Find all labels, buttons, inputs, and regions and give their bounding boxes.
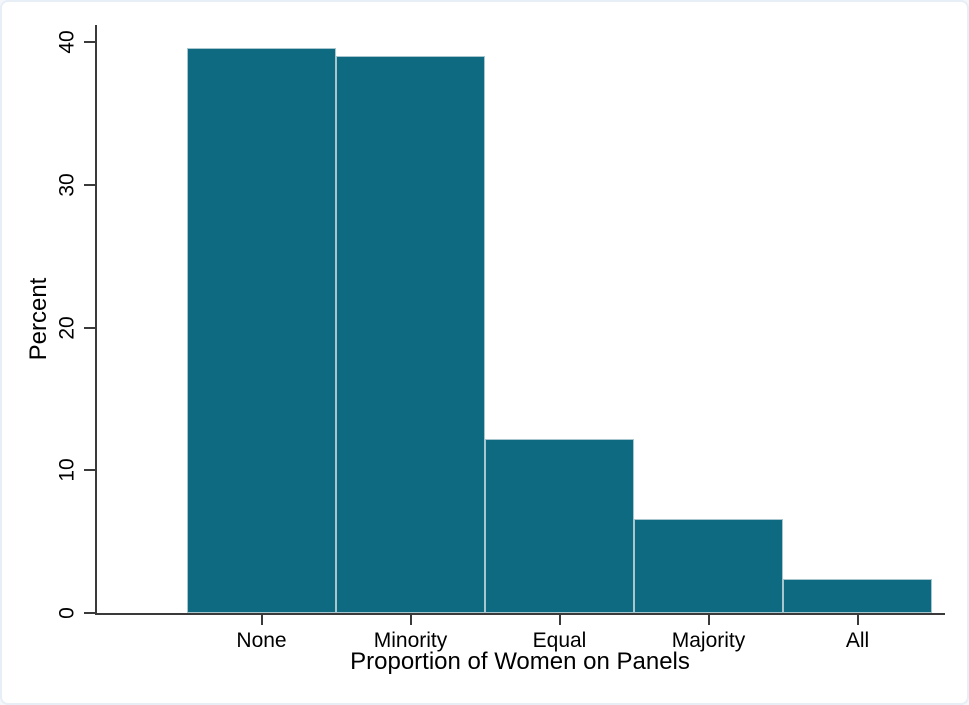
- bar-equal: [485, 438, 634, 613]
- bar-majority: [634, 518, 783, 613]
- x-tick-label-equal: Equal: [532, 629, 587, 652]
- y-tick-label-30: 30: [55, 173, 79, 197]
- y-tick-label-0: 0: [55, 607, 79, 619]
- x-tick-none: [260, 615, 263, 625]
- x-tick-minority: [409, 615, 412, 625]
- y-tick-40: [84, 41, 95, 43]
- bar-all: [783, 578, 932, 613]
- bar-none: [187, 47, 336, 613]
- x-axis-line: [95, 613, 945, 615]
- x-tick-majority: [707, 615, 710, 625]
- x-tick-label-majority: Majority: [671, 629, 746, 652]
- y-tick-label-40: 40: [55, 30, 79, 54]
- y-tick-label-20: 20: [55, 315, 79, 340]
- x-tick-all: [856, 615, 859, 625]
- y-tick-10: [84, 469, 95, 472]
- x-tick-equal: [558, 615, 561, 625]
- x-tick-label-all: All: [845, 629, 870, 652]
- y-tick-label-10: 10: [55, 458, 79, 482]
- x-tick-label-none: None: [236, 629, 287, 652]
- y-axis-line: [95, 25, 97, 615]
- x-tick-label-minority: Minority: [373, 629, 448, 652]
- y-tick-20: [84, 326, 95, 329]
- x-axis-title: Proportion of Women on Panels: [350, 648, 690, 675]
- bar-minority: [336, 56, 485, 613]
- y-tick-0: [84, 612, 95, 614]
- y-axis-title: Percent: [25, 277, 52, 361]
- y-tick-30: [84, 183, 95, 186]
